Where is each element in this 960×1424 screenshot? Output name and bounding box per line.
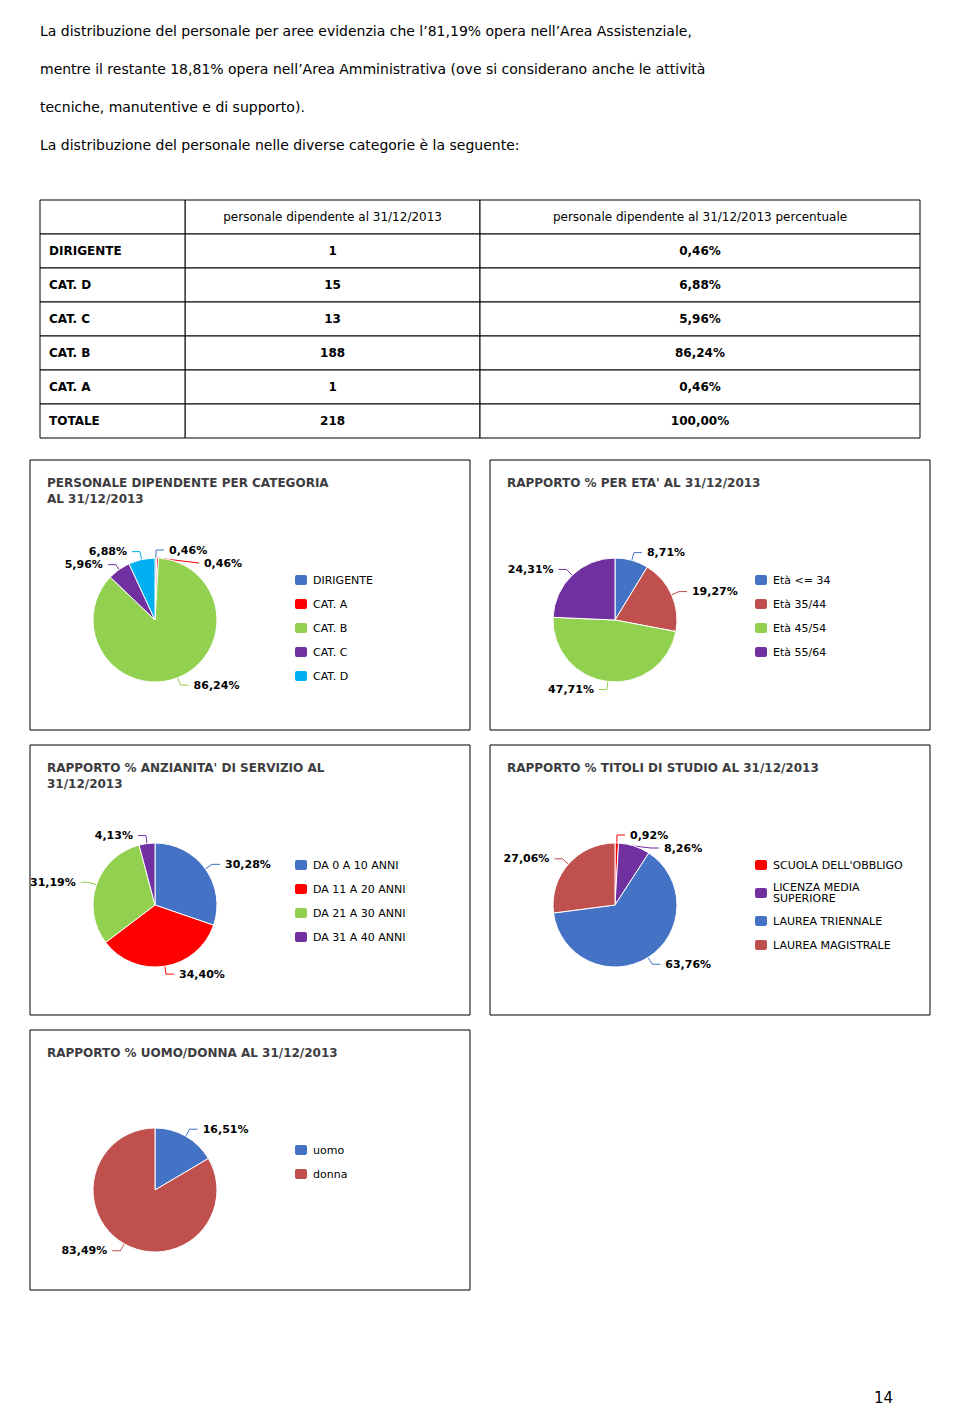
svg-text:15: 15 [324, 278, 341, 292]
svg-text:CAT. C: CAT. C [49, 312, 90, 326]
svg-text:0,46%: 0,46% [169, 544, 207, 557]
svg-text:DA 0 A 10 ANNI: DA 0 A 10 ANNI [313, 859, 399, 872]
svg-text:mentre il restante 18,81% oper: mentre il restante 18,81% opera nell’Are… [40, 61, 705, 77]
svg-text:DIRIGENTE: DIRIGENTE [313, 574, 373, 587]
svg-text:CAT. D: CAT. D [49, 278, 91, 292]
svg-text:16,51%: 16,51% [203, 1123, 249, 1136]
svg-text:DIRIGENTE: DIRIGENTE [49, 244, 122, 258]
svg-text:personale dipendente al 31/12/: personale dipendente al 31/12/2013 perce… [553, 210, 847, 224]
svg-text:LICENZA MEDIA: LICENZA MEDIA [773, 881, 860, 894]
svg-text:5,96%: 5,96% [679, 312, 721, 326]
svg-text:1: 1 [328, 380, 336, 394]
svg-text:DA 21 A 30 ANNI: DA 21 A 30 ANNI [313, 907, 406, 920]
svg-text:Età <= 34: Età <= 34 [773, 574, 830, 587]
svg-text:24,31%: 24,31% [508, 563, 554, 576]
svg-text:63,76%: 63,76% [665, 958, 711, 971]
svg-text:31,19%: 31,19% [30, 876, 76, 889]
svg-text:CAT. B: CAT. B [313, 622, 347, 635]
svg-text:34,40%: 34,40% [179, 968, 225, 981]
svg-text:RAPPORTO % UOMO/DONNA AL 31/12: RAPPORTO % UOMO/DONNA AL 31/12/2013 [47, 1046, 338, 1060]
svg-text:4,13%: 4,13% [95, 829, 133, 842]
svg-text:La distribuzione del personale: La distribuzione del personale per aree … [40, 23, 692, 39]
svg-text:CAT. A: CAT. A [49, 380, 91, 394]
svg-text:DA 11 A 20 ANNI: DA 11 A 20 ANNI [313, 883, 406, 896]
svg-text:83,49%: 83,49% [61, 1244, 107, 1257]
svg-text:8,26%: 8,26% [664, 842, 702, 855]
svg-text:PERSONALE DIPENDENTE PER CATEG: PERSONALE DIPENDENTE PER CATEGORIA [47, 476, 329, 490]
svg-text:0,46%: 0,46% [679, 244, 721, 258]
svg-text:27,06%: 27,06% [504, 852, 550, 865]
svg-text:CAT. D: CAT. D [313, 670, 348, 683]
svg-text:SCUOLA DELL'OBBLIGO: SCUOLA DELL'OBBLIGO [773, 859, 903, 872]
svg-text:Età 35/44: Età 35/44 [773, 598, 826, 611]
svg-text:RAPPORTO % TITOLI DI STUDIO AL: RAPPORTO % TITOLI DI STUDIO AL 31/12/201… [507, 761, 819, 775]
svg-text:Età 45/54: Età 45/54 [773, 622, 826, 635]
svg-text:5,96%: 5,96% [65, 558, 103, 571]
svg-text:0,46%: 0,46% [679, 380, 721, 394]
svg-text:86,24%: 86,24% [194, 679, 240, 692]
svg-text:CAT. B: CAT. B [49, 346, 90, 360]
svg-text:31/12/2013: 31/12/2013 [47, 777, 123, 791]
svg-text:personale dipendente al 31/12/: personale dipendente al 31/12/2013 [223, 210, 442, 224]
svg-text:0,92%: 0,92% [630, 829, 668, 842]
svg-text:DA 31 A 40 ANNI: DA 31 A 40 ANNI [313, 931, 406, 944]
svg-text:LAUREA MAGISTRALE: LAUREA MAGISTRALE [773, 939, 891, 952]
svg-text:AL 31/12/2013: AL 31/12/2013 [47, 492, 144, 506]
svg-text:TOTALE: TOTALE [49, 414, 100, 428]
svg-text:19,27%: 19,27% [692, 585, 738, 598]
svg-text:100,00%: 100,00% [671, 414, 729, 428]
svg-text:SUPERIORE: SUPERIORE [773, 892, 836, 905]
svg-text:CAT. C: CAT. C [313, 646, 348, 659]
svg-text:6,88%: 6,88% [679, 278, 721, 292]
svg-text:CAT. A: CAT. A [313, 598, 348, 611]
svg-text:LAUREA TRIENNALE: LAUREA TRIENNALE [773, 915, 882, 928]
svg-text:13: 13 [324, 312, 341, 326]
svg-text:tecniche, manutentive e di sup: tecniche, manutentive e di supporto). [40, 99, 305, 115]
svg-text:1: 1 [328, 244, 336, 258]
svg-text:47,71%: 47,71% [548, 683, 594, 696]
svg-text:donna: donna [313, 1168, 347, 1181]
svg-text:Età 55/64: Età 55/64 [773, 646, 826, 659]
svg-text:0,46%: 0,46% [204, 557, 242, 570]
svg-text:6,88%: 6,88% [89, 545, 127, 558]
svg-text:188: 188 [320, 346, 345, 360]
svg-text:RAPPORTO % PER ETA' AL 31/12/2: RAPPORTO % PER ETA' AL 31/12/2013 [507, 476, 760, 490]
svg-text:14: 14 [874, 1389, 893, 1407]
svg-text:uomo: uomo [313, 1144, 344, 1157]
svg-text:RAPPORTO % ANZIANITA' DI SERVI: RAPPORTO % ANZIANITA' DI SERVIZIO AL [47, 761, 325, 775]
svg-text:218: 218 [320, 414, 345, 428]
svg-text:8,71%: 8,71% [647, 546, 685, 559]
svg-text:La distribuzione del personale: La distribuzione del personale nelle div… [40, 137, 520, 153]
svg-text:86,24%: 86,24% [675, 346, 725, 360]
svg-text:30,28%: 30,28% [225, 858, 271, 871]
